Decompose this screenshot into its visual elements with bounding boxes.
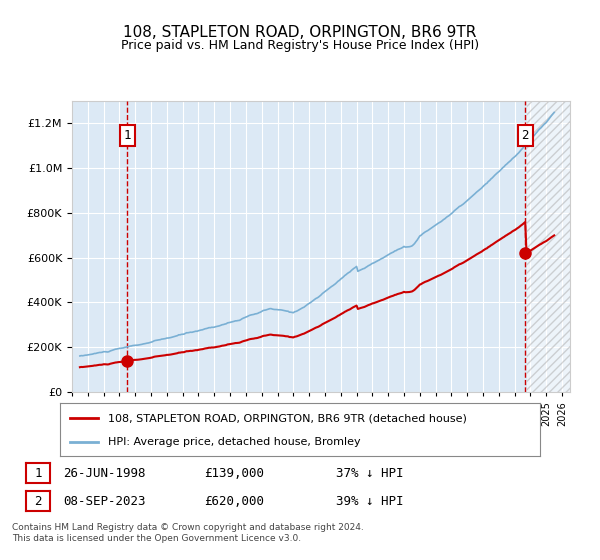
Text: 108, STAPLETON ROAD, ORPINGTON, BR6 9TR: 108, STAPLETON ROAD, ORPINGTON, BR6 9TR — [124, 25, 476, 40]
Text: HPI: Average price, detached house, Bromley: HPI: Average price, detached house, Brom… — [108, 436, 361, 446]
Text: 108, STAPLETON ROAD, ORPINGTON, BR6 9TR (detached house): 108, STAPLETON ROAD, ORPINGTON, BR6 9TR … — [108, 413, 467, 423]
Text: 2: 2 — [521, 129, 529, 142]
Text: Price paid vs. HM Land Registry's House Price Index (HPI): Price paid vs. HM Land Registry's House … — [121, 39, 479, 52]
Text: 08-SEP-2023: 08-SEP-2023 — [63, 494, 146, 508]
Text: 37% ↓ HPI: 37% ↓ HPI — [336, 466, 404, 480]
Bar — [527, 101, 570, 392]
Text: 1: 1 — [34, 466, 41, 480]
Text: Contains HM Land Registry data © Crown copyright and database right 2024.
This d: Contains HM Land Registry data © Crown c… — [12, 524, 364, 543]
Text: 39% ↓ HPI: 39% ↓ HPI — [336, 494, 404, 508]
Bar — [527, 101, 570, 392]
Text: 26-JUN-1998: 26-JUN-1998 — [63, 466, 146, 480]
Text: £139,000: £139,000 — [204, 466, 264, 480]
Text: £620,000: £620,000 — [204, 494, 264, 508]
Text: 1: 1 — [124, 129, 131, 142]
Text: 2: 2 — [34, 494, 41, 508]
